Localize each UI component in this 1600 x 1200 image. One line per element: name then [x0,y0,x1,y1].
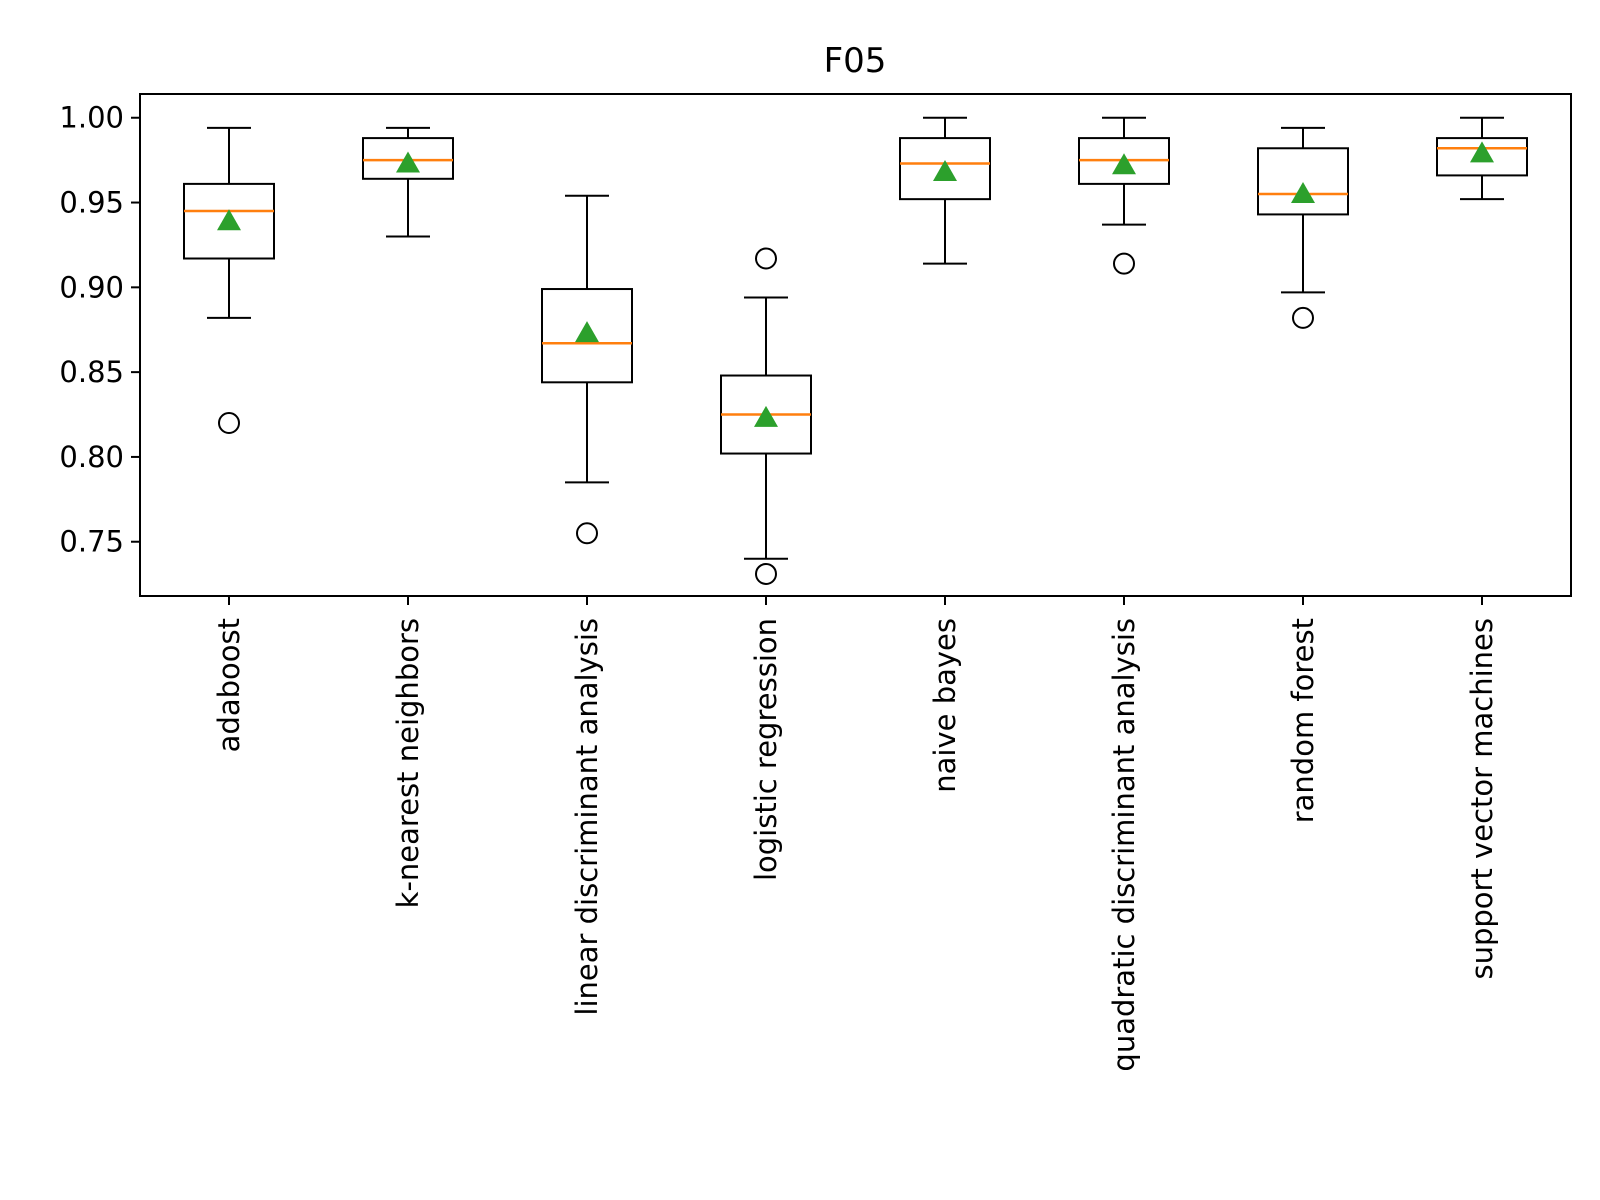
box-iqr [899,137,991,201]
x-tick-label: adaboost [212,618,246,752]
mean-marker [575,321,599,343]
y-tick-label: 0.85 [59,355,124,389]
box-iqr [541,288,633,384]
x-tick-label: quadratic discriminant analysis [1107,618,1141,1072]
box-iqr [1436,137,1528,177]
mean-marker [1291,182,1315,204]
x-tick-label: random forest [1286,618,1320,823]
mean-marker [396,151,420,173]
mean-marker [1112,153,1136,175]
mean-marker [933,160,957,182]
x-tick-label: k-nearest neighbors [391,618,425,908]
chart-title: F05 [824,41,887,81]
mean-marker [217,209,241,231]
y-tick-label: 0.80 [59,440,124,474]
y-tick-label: 1.00 [59,101,124,135]
outlier-point [576,522,598,545]
mean-marker [1470,141,1494,163]
x-tick-label: linear discriminant analysis [570,618,604,1016]
plot-area: 0.75 0.80 0.85 0.90 0.95 1.00 adaboost k-neares… [59,101,1528,1072]
x-tick-label: support vector machines [1465,618,1499,980]
outlier-point [1292,306,1314,329]
box-iqr [183,182,275,260]
axes-frame [139,93,1572,597]
y-tick-label: 0.95 [59,186,124,220]
box-iqr [1257,147,1349,216]
outlier-point [755,562,777,585]
y-tick-label: 0.75 [59,525,124,559]
outlier-point [1113,252,1135,275]
y-tick-label: 0.90 [59,270,124,304]
x-tick-label: naive bayes [928,618,962,793]
outlier-point [218,412,240,435]
outlier-point [755,247,777,270]
box-iqr [362,137,454,180]
x-tick-label: logistic regression [749,618,783,881]
mean-marker [754,405,778,427]
